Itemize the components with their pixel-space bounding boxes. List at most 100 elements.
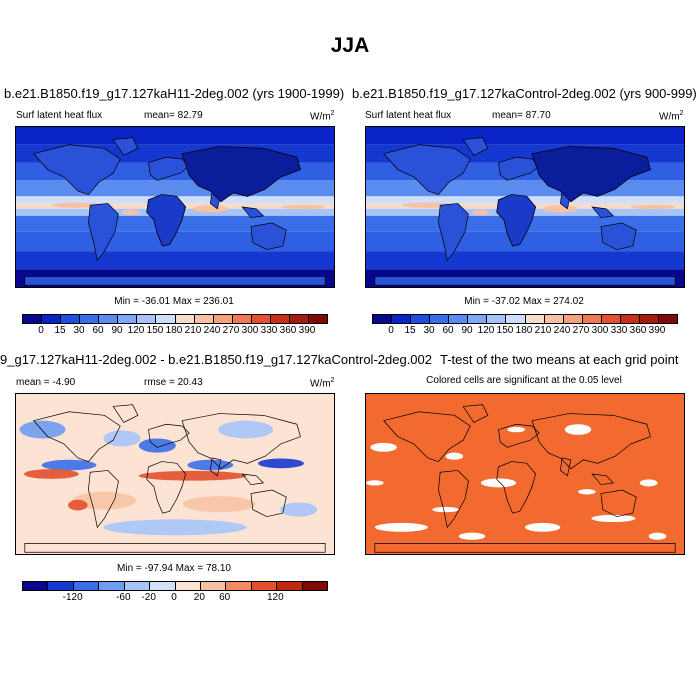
colorbar-swatch — [302, 582, 328, 590]
colorbar-tick-label: 150 — [146, 325, 164, 336]
colorbar-tick-label: 30 — [73, 325, 85, 336]
colorbar-tick-label: 60 — [219, 592, 231, 603]
panel2-colorbar — [372, 314, 678, 324]
colorbar-tick-label: 300 — [241, 325, 259, 336]
colorbar-tick-label: 20 — [193, 592, 205, 603]
colorbar-swatch — [430, 315, 450, 323]
colorbar-swatch — [277, 582, 303, 590]
panel3-mean: mean = -4.90 — [16, 377, 76, 388]
colorbar-tick-label: 210 — [184, 325, 202, 336]
colorbar-tick-label: 180 — [165, 325, 183, 336]
colorbar-swatch — [289, 315, 309, 323]
colorbar-swatch — [175, 315, 195, 323]
panel1-minmax: Min = -36.01 Max = 236.01 — [114, 296, 234, 307]
colorbar-swatch — [563, 315, 583, 323]
colorbar-swatch — [99, 582, 125, 590]
colorbar-tick-label: 270 — [572, 325, 590, 336]
colorbar-swatch — [582, 315, 602, 323]
panel2-minmax: Min = -37.02 Max = 274.02 — [464, 296, 584, 307]
colorbar-tick-label: 390 — [298, 325, 316, 336]
colorbar-tick-label: -20 — [141, 592, 156, 603]
colorbar-swatch — [525, 315, 545, 323]
colorbar-tick-label: 60 — [442, 325, 454, 336]
colorbar-tick-label: -120 — [62, 592, 83, 603]
colorbar-swatch — [42, 315, 62, 323]
world-map-graphic — [366, 394, 684, 554]
world-map-graphic — [366, 127, 684, 287]
colorbar-swatch — [200, 582, 227, 590]
colorbar-swatch — [601, 315, 621, 323]
colorbar-tick-label: 120 — [266, 592, 284, 603]
colorbar-swatch — [449, 315, 469, 323]
colorbar-tick-label: 120 — [127, 325, 145, 336]
colorbar-swatch — [73, 582, 100, 590]
colorbar-tick-label: 180 — [515, 325, 533, 336]
panel2-mean: mean= 87.70 — [492, 110, 551, 121]
colorbar-tick-label: 330 — [260, 325, 278, 336]
panel1-variable: Surf latent heat flux — [16, 110, 103, 121]
colorbar-swatch — [270, 315, 290, 323]
colorbar-tick-label: 150 — [496, 325, 514, 336]
colorbar-swatch — [251, 315, 271, 323]
colorbar-swatch — [213, 315, 233, 323]
colorbar-swatch — [226, 582, 252, 590]
colorbar-swatch — [544, 315, 564, 323]
colorbar-tick-label: 60 — [92, 325, 104, 336]
colorbar-swatch — [620, 315, 640, 323]
colorbar-tick-label: 0 — [388, 325, 394, 336]
colorbar-tick-label: 210 — [534, 325, 552, 336]
colorbar-swatch — [137, 315, 157, 323]
colorbar-tick-label: 15 — [54, 325, 66, 336]
panel2-units: W/m2 — [659, 110, 684, 123]
panel3-rmse: rmse = 20.43 — [144, 377, 203, 388]
colorbar-swatch — [80, 315, 100, 323]
colorbar-swatch — [194, 315, 214, 323]
colorbar-swatch — [150, 582, 176, 590]
colorbar-tick-label: 15 — [404, 325, 416, 336]
panel3-title: 9_g17.127kaH11-2deg.002 - b.e21.B1850.f1… — [0, 352, 432, 367]
colorbar-swatch — [175, 582, 201, 590]
colorbar-swatch — [61, 315, 81, 323]
colorbar-tick-label: 90 — [461, 325, 473, 336]
panel3-map — [15, 393, 335, 555]
panel2-variable: Surf latent heat flux — [365, 110, 452, 121]
panel3-units: W/m2 — [310, 377, 335, 390]
colorbar-tick-label: 360 — [279, 325, 297, 336]
panel2-title: b.e21.B1850.f19_g17.127kaControl-2deg.00… — [352, 86, 697, 101]
colorbar-tick-label: 90 — [111, 325, 123, 336]
panel3-minmax: Min = -97.94 Max = 78.10 — [117, 563, 231, 574]
colorbar-swatch — [251, 582, 278, 590]
colorbar-swatch — [23, 315, 43, 323]
colorbar-tick-label: 390 — [648, 325, 666, 336]
colorbar-swatch — [23, 582, 49, 590]
colorbar-tick-label: 0 — [38, 325, 44, 336]
colorbar-tick-label: 360 — [629, 325, 647, 336]
colorbar-tick-label: 30 — [423, 325, 435, 336]
colorbar-tick-label: 240 — [203, 325, 221, 336]
page-title: JJA — [330, 34, 370, 57]
colorbar-tick-label: 120 — [477, 325, 495, 336]
colorbar-tick-label: -60 — [116, 592, 131, 603]
colorbar-swatch — [658, 315, 677, 323]
colorbar-swatch — [232, 315, 252, 323]
world-map-graphic — [16, 394, 334, 554]
colorbar-swatch — [468, 315, 488, 323]
panel1-mean: mean= 82.79 — [144, 110, 203, 121]
colorbar-tick-label: 240 — [553, 325, 571, 336]
colorbar-swatch — [118, 315, 138, 323]
colorbar-swatch — [48, 582, 74, 590]
colorbar-tick-label: 300 — [591, 325, 609, 336]
panel1-units: W/m2 — [310, 110, 335, 123]
colorbar-tick-label: 270 — [222, 325, 240, 336]
panel1-map — [15, 126, 335, 288]
panel2-map — [365, 126, 685, 288]
panel3-colorbar — [22, 581, 328, 591]
panel1-colorbar — [22, 314, 328, 324]
panel4-map — [365, 393, 685, 555]
panel1-title: b.e21.B1850.f19_g17.127kaH11-2deg.002 (y… — [4, 86, 345, 101]
colorbar-tick-label: 330 — [610, 325, 628, 336]
colorbar-swatch — [99, 315, 119, 323]
colorbar-swatch — [487, 315, 507, 323]
colorbar-swatch — [308, 315, 327, 323]
colorbar-swatch — [392, 315, 412, 323]
